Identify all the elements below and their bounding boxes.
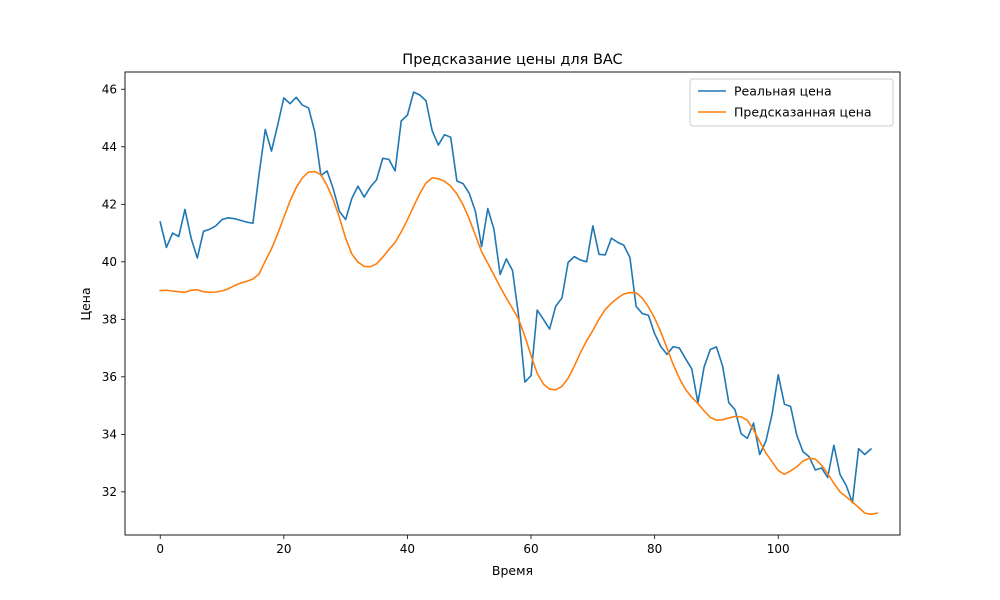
x-tick-label: 20 — [276, 542, 291, 556]
y-tick-label: 36 — [102, 370, 117, 384]
legend-label-predicted-price: Предсказанная цена — [734, 105, 872, 120]
y-tick-label: 42 — [102, 198, 117, 212]
chart-title: Предсказание цены для BAC — [402, 52, 622, 68]
y-axis: 32 34 36 38 40 42 44 46 — [102, 83, 125, 499]
y-tick-label: 38 — [102, 313, 117, 327]
axes-frame — [124, 71, 901, 536]
y-tick-label: 44 — [102, 140, 117, 154]
series-line-real-price — [159, 91, 873, 504]
x-axis-label: Время — [492, 563, 533, 578]
y-tick-label: 32 — [102, 485, 117, 499]
x-tick-label: 100 — [767, 542, 790, 556]
x-tick-label: 60 — [523, 542, 538, 556]
series-line-predicted-price — [159, 170, 879, 516]
y-tick-label: 46 — [102, 83, 117, 97]
legend: Реальная цена Предсказанная цена — [689, 78, 894, 127]
x-tick-label: 80 — [647, 542, 662, 556]
legend-box — [689, 78, 894, 127]
x-tick-label: 0 — [156, 542, 164, 556]
x-tick-label: 40 — [400, 542, 415, 556]
y-axis-label: Цена — [78, 287, 93, 320]
y-tick-label: 40 — [102, 255, 117, 269]
y-tick-label: 34 — [102, 428, 117, 442]
plot-area — [159, 91, 879, 516]
legend-label-real-price: Реальная цена — [734, 84, 832, 99]
x-axis: 0 20 40 60 80 100 — [156, 535, 790, 556]
